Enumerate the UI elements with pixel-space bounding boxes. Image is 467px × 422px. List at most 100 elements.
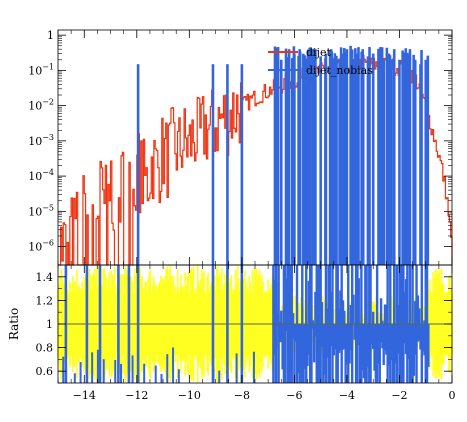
ratio-spike <box>358 324 362 383</box>
series-spike-dijet-nobias <box>324 58 327 265</box>
ratio-spike <box>303 324 307 369</box>
series-spike-dijet-nobias <box>292 46 296 265</box>
ratio-spike <box>333 324 337 350</box>
ratio-spike <box>341 300 345 350</box>
ratio-spike <box>345 324 349 365</box>
top-y-tick-label: 10−1 <box>28 62 54 77</box>
series-spike-dijet-nobias <box>339 47 343 265</box>
ratio-spike <box>291 313 295 339</box>
ratio-spike <box>377 324 380 364</box>
ratio-spike <box>314 291 317 337</box>
series-spike-dijet-nobias <box>211 64 215 266</box>
series-spike-dijet-nobias <box>361 54 365 265</box>
series-spike-dijet-nobias <box>344 52 348 266</box>
ratio-spike <box>421 324 425 352</box>
series-spike-dijet-nobias <box>350 49 354 265</box>
ratio-spike <box>297 324 300 373</box>
series-spike-dijet-nobias <box>287 49 291 266</box>
legend-entry-dijet-nobias: dijet_nobias <box>306 64 373 77</box>
series-spike-dijet-nobias <box>380 47 384 266</box>
series-spike-dijet-nobias <box>407 54 411 266</box>
series-spike-dijet-nobias <box>412 54 415 265</box>
series-spike-dijet-nobias <box>330 51 333 265</box>
ratio-stub <box>252 351 255 383</box>
ratio-spike <box>373 324 376 371</box>
ratio-stub <box>120 363 123 383</box>
series-spike-dijet-nobias <box>420 49 423 265</box>
ratio-spike <box>383 304 387 351</box>
series-spike-dijet-nobias <box>338 58 341 266</box>
ratio-spike <box>332 324 335 356</box>
ratio-stub <box>102 359 105 383</box>
ratio-spike <box>391 324 395 383</box>
ratio-spike <box>343 310 346 349</box>
series-spike-dijet-nobias <box>279 59 283 265</box>
ratio-spike <box>320 302 324 348</box>
ratio-spike <box>276 312 279 327</box>
series-spike-dijet-nobias <box>305 58 308 265</box>
ratio-spike <box>298 324 301 383</box>
series-spike-dijet-nobias <box>385 47 389 266</box>
ratio-axis-label: Ratio <box>7 308 21 340</box>
top-y-tick-label: 10−5 <box>28 203 54 218</box>
series-spike-dijet-nobias <box>328 50 332 265</box>
ratio-spike <box>339 290 342 351</box>
top-y-tick-label: 10−4 <box>28 168 54 183</box>
series-spike-dijet-nobias <box>426 55 430 266</box>
ratio-spike <box>361 324 364 371</box>
ratio-stub <box>79 362 82 383</box>
x-tick-label: −2 <box>391 389 407 402</box>
ratio-stub <box>73 373 76 383</box>
ratio-spike <box>322 324 325 383</box>
ratio-spike <box>312 324 316 363</box>
series-spike-dijet-nobias <box>331 58 335 265</box>
ratio-spike <box>349 304 353 351</box>
x-tick-label: −6 <box>286 389 302 402</box>
ratio-stub <box>235 353 238 383</box>
bottom-y-tick-label: 1.2 <box>36 294 54 307</box>
ratio-spike <box>329 291 333 346</box>
ratio-spike <box>374 324 378 383</box>
series-spike-dijet-nobias <box>368 47 371 265</box>
x-tick-label: −14 <box>73 389 96 402</box>
ratio-spike <box>344 324 347 383</box>
ratio-spike <box>352 294 355 325</box>
ratio-stub <box>160 373 163 383</box>
ratio-spike <box>306 324 309 366</box>
ratio-stub <box>131 355 134 383</box>
ratio-spike <box>372 311 375 350</box>
x-tick-label: 0 <box>449 389 456 402</box>
ratio-spike <box>419 324 422 350</box>
ratio-spike <box>323 324 326 375</box>
ratio-spike <box>366 324 370 368</box>
series-spike-dijet-nobias <box>392 49 396 266</box>
series-spike-dijet-nobias <box>390 59 393 265</box>
ratio-stub <box>154 365 157 383</box>
series-spike-dijet-nobias <box>402 52 406 265</box>
ratio-spike <box>414 301 417 355</box>
top-panel: 10−6 10−5 10−4 10−3 10−2 10−1 1 <box>28 29 453 266</box>
ratio-spike <box>281 324 284 370</box>
ratio-spike <box>293 324 296 383</box>
series-spike-dijet-nobias <box>349 45 352 265</box>
series-spike-dijet-nobias <box>401 50 404 265</box>
ratio-spike <box>379 298 383 343</box>
series-spike-dijet-nobias <box>297 55 300 266</box>
ratio-spike <box>274 281 278 351</box>
ratio-stub <box>177 369 180 383</box>
ratio-spike <box>403 291 406 344</box>
ratio-spike <box>387 324 391 366</box>
ratio-stub <box>166 354 169 383</box>
ratio-spike <box>427 324 430 367</box>
series-spike-dijet-nobias <box>284 48 288 265</box>
series-spike-dijet-nobias <box>377 48 381 266</box>
series-spike-dijet-nobias <box>406 52 409 266</box>
ratio-spike <box>423 320 426 356</box>
ratio-spike <box>278 321 282 343</box>
series-spike-dijet-nobias <box>424 59 428 265</box>
series-spike-dijet-nobias <box>343 48 346 265</box>
ratio-spike <box>370 324 374 345</box>
series-spike-dijet-nobias <box>319 56 322 265</box>
series-spike-dijet-nobias <box>371 53 375 265</box>
